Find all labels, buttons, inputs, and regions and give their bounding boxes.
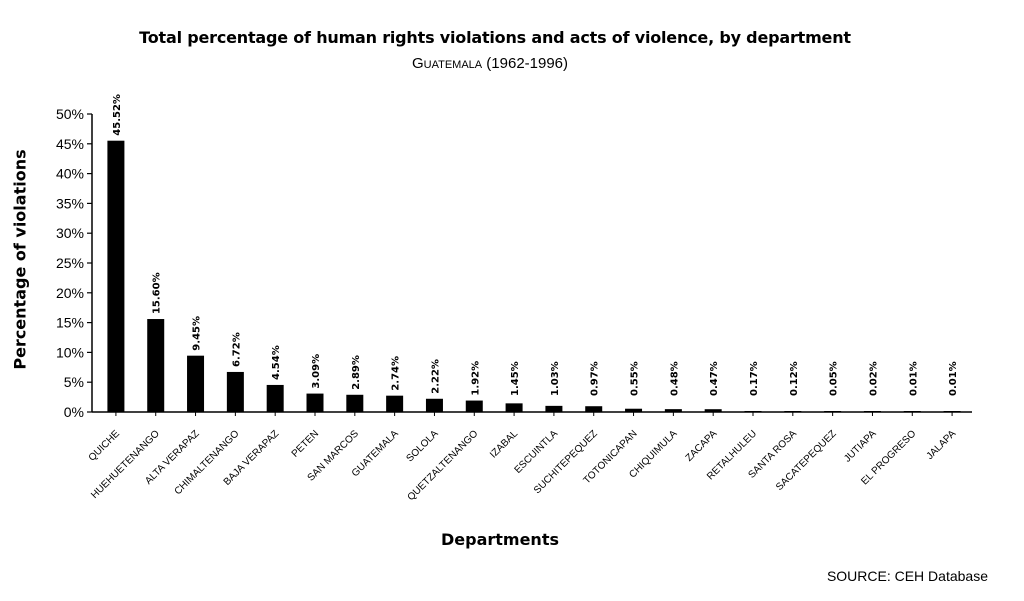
bar bbox=[505, 403, 523, 412]
y-tick-label: 50% bbox=[56, 106, 84, 122]
data-label: 2.22% bbox=[430, 359, 441, 394]
bar bbox=[545, 405, 563, 412]
chart-subtitle: Guatemala (1962-1996) bbox=[0, 55, 980, 72]
bar bbox=[704, 409, 722, 412]
y-tick-label: 30% bbox=[56, 225, 84, 241]
x-tick-label: SOLOLA bbox=[404, 428, 440, 464]
data-label: 9.45% bbox=[192, 316, 203, 351]
data-label: 4.54% bbox=[271, 345, 282, 380]
y-tick-label: 0% bbox=[64, 404, 84, 420]
data-label: 0.47% bbox=[709, 361, 720, 396]
x-tick-label: QUETZALTENANGO bbox=[406, 428, 481, 503]
bar bbox=[187, 355, 205, 412]
bar bbox=[824, 411, 842, 412]
data-label: 0.02% bbox=[868, 361, 879, 396]
x-tick-label: JALAPA bbox=[925, 428, 959, 462]
y-tick-label: 15% bbox=[56, 315, 84, 331]
data-label: 2.89% bbox=[351, 355, 362, 390]
bar bbox=[425, 398, 443, 412]
x-tick-label: IZABAL bbox=[488, 428, 520, 460]
data-label: 0.01% bbox=[948, 361, 959, 396]
y-tick-label: 20% bbox=[56, 285, 84, 301]
x-tick-label: PETEN bbox=[290, 428, 321, 459]
subtitle-region: Guatemala bbox=[411, 55, 483, 72]
bar bbox=[107, 140, 125, 412]
bar bbox=[266, 384, 284, 412]
bar bbox=[306, 393, 324, 412]
data-label: 0.97% bbox=[590, 361, 601, 396]
data-label: 3.09% bbox=[311, 354, 322, 389]
bar bbox=[226, 371, 244, 412]
data-label: 0.17% bbox=[749, 361, 760, 396]
bar bbox=[903, 411, 921, 412]
y-tick-label: 35% bbox=[56, 195, 84, 211]
bar bbox=[585, 406, 603, 412]
chart-title: Total percentage of human rights violati… bbox=[139, 28, 851, 47]
x-tick-label: JUTIAPA bbox=[842, 428, 879, 465]
source-note: SOURCE: CEH Database bbox=[826, 568, 988, 584]
data-label: 0.12% bbox=[789, 361, 800, 396]
data-label: 0.01% bbox=[908, 361, 919, 396]
y-tick-label: 25% bbox=[56, 255, 84, 271]
data-label: 15.60% bbox=[152, 272, 163, 314]
bar bbox=[346, 394, 364, 412]
subtitle-years: (1962-1996) bbox=[486, 55, 569, 72]
bar bbox=[147, 319, 165, 412]
y-tick-label: 45% bbox=[56, 136, 84, 152]
y-tick-label: 10% bbox=[56, 344, 84, 360]
y-tick-label: 40% bbox=[56, 166, 84, 182]
x-axis-label: Departments bbox=[440, 530, 559, 549]
bar bbox=[943, 411, 961, 412]
bar bbox=[465, 400, 483, 412]
bar bbox=[744, 410, 762, 412]
data-label: 45.52% bbox=[112, 94, 123, 136]
bar bbox=[863, 411, 881, 412]
data-label: 0.48% bbox=[669, 361, 680, 396]
data-label: 1.92% bbox=[470, 361, 481, 396]
x-tick-label: HUEHUETENANGO bbox=[89, 428, 162, 501]
data-label: 0.05% bbox=[829, 361, 840, 396]
data-label: 6.72% bbox=[231, 332, 242, 367]
data-label: 1.03% bbox=[550, 361, 561, 396]
data-label: 1.45% bbox=[510, 361, 521, 396]
bar bbox=[784, 411, 802, 412]
bar bbox=[386, 395, 404, 412]
x-tick-label: ZACAPA bbox=[684, 428, 720, 464]
data-label: 0.55% bbox=[630, 361, 641, 396]
y-tick-label: 5% bbox=[64, 374, 84, 390]
bar bbox=[664, 409, 682, 412]
data-label: 2.74% bbox=[391, 356, 402, 391]
x-tick-label: QUICHE bbox=[87, 428, 123, 464]
bar bbox=[625, 408, 643, 412]
